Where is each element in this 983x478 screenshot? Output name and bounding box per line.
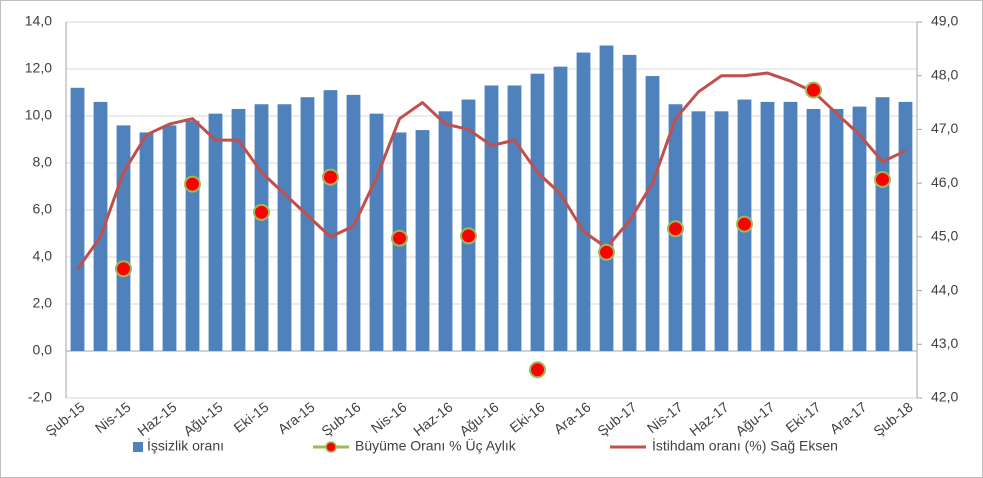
bar [415, 130, 430, 351]
bar [806, 108, 821, 351]
bar [70, 87, 85, 352]
y-tick-label: 2,0 [33, 295, 53, 311]
y-tick-label: 14,0 [25, 13, 52, 29]
point [529, 361, 546, 379]
bar [185, 120, 200, 351]
y2-tick-label: 43,0 [931, 335, 958, 351]
y2-tick-label: 49,0 [931, 13, 958, 29]
legend-label: Büyüme Oranı % Üç Aylık [355, 437, 517, 454]
y2-tick-label: 42,0 [931, 389, 958, 405]
point [253, 203, 270, 221]
bar [162, 125, 177, 352]
y2-tick-label: 48,0 [931, 66, 958, 82]
legend-label: İşsizlik oranı [147, 437, 224, 454]
bar [622, 54, 637, 352]
legend-label: İstihdam oranı (%) Sağ Eksen [652, 437, 838, 454]
bar [852, 106, 867, 351]
legend-swatch [133, 442, 143, 452]
y-tick-label: 10,0 [25, 107, 52, 123]
point [391, 229, 408, 247]
bar [599, 45, 614, 351]
bar [691, 111, 706, 351]
bar [208, 113, 223, 352]
bar [323, 90, 338, 352]
y2-tick-label: 46,0 [931, 174, 958, 190]
bar [254, 104, 269, 351]
y2-tick-label: 47,0 [931, 120, 958, 136]
bar [829, 108, 844, 351]
bar [576, 52, 591, 352]
bar [783, 101, 798, 352]
y-tick-label: 6,0 [33, 201, 53, 217]
point [322, 168, 339, 186]
bar [139, 132, 154, 351]
bar [116, 125, 131, 352]
bar [93, 101, 108, 352]
point [460, 227, 477, 245]
point [667, 220, 684, 238]
bar [875, 97, 890, 351]
bar [760, 101, 775, 352]
y-tick-label: 4,0 [33, 248, 53, 264]
bar [461, 99, 476, 351]
line [76, 71, 907, 270]
bar [300, 97, 315, 351]
bar [438, 111, 453, 351]
bar [898, 101, 913, 352]
bar [714, 111, 729, 351]
bar [530, 73, 545, 351]
bar [507, 85, 522, 351]
point [598, 243, 615, 261]
y-tick-label: 8,0 [33, 154, 53, 170]
y2-tick-label: 45,0 [931, 228, 958, 244]
bar [277, 104, 292, 351]
bar [369, 113, 384, 352]
legend-swatch [325, 441, 337, 453]
point [805, 81, 822, 99]
bar [231, 108, 246, 351]
point [874, 170, 891, 188]
y-tick-label: 0,0 [33, 342, 53, 358]
y2-tick-label: 44,0 [931, 281, 958, 297]
bar [484, 85, 499, 351]
bar [553, 66, 568, 352]
y-tick-label: -2,0 [28, 389, 52, 405]
point [115, 260, 132, 278]
bar [645, 76, 660, 352]
point [184, 175, 201, 193]
point [736, 215, 753, 233]
y-tick-label: 12,0 [25, 60, 52, 76]
